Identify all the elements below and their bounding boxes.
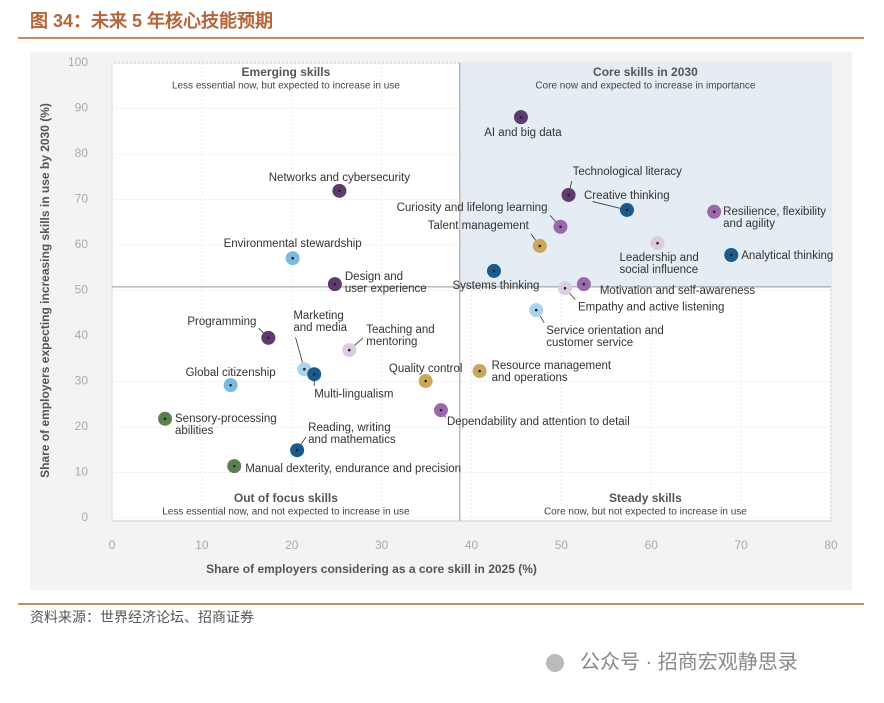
quadrant-subtitle: Core now and expected to increase in imp…	[535, 81, 756, 92]
point-label: Quality control	[389, 363, 463, 375]
point-center	[729, 253, 733, 257]
point-label: Systems thinking	[453, 280, 540, 292]
point-center	[229, 383, 232, 387]
y-tick-label: 60	[75, 237, 89, 251]
quadrant-subtitle: Core now, but not expected to increase i…	[544, 507, 747, 518]
point-label: Talent management	[428, 220, 530, 232]
point-center	[582, 282, 586, 286]
point-label: Resource management	[492, 360, 612, 372]
point-center	[656, 241, 659, 245]
figure-title: 图 34：未来 5 年核心技能预期	[30, 10, 273, 31]
x-tick-label: 0	[109, 538, 116, 552]
x-tick-label: 60	[645, 538, 659, 552]
point-center	[424, 379, 427, 383]
point-label: AI and big data	[484, 127, 562, 139]
point-label: social influence	[620, 264, 699, 276]
point-label: Networks and cybersecurity	[269, 172, 410, 184]
x-tick-label: 40	[465, 538, 479, 552]
point-label: Technological literacy	[573, 166, 683, 178]
point-center	[267, 336, 270, 340]
y-tick-label: 10	[75, 465, 89, 479]
point-center	[338, 189, 341, 193]
quadrant-title: Out of focus skills	[234, 491, 338, 505]
point-label: Service orientation and	[546, 325, 664, 337]
point-label: abilities	[175, 425, 214, 437]
y-tick-label: 30	[75, 374, 89, 388]
y-tick-label: 0	[81, 510, 88, 524]
point-label: user experience	[345, 283, 427, 295]
point-center	[232, 464, 236, 468]
point-label: Creative thinking	[584, 190, 670, 202]
point-center	[567, 193, 570, 197]
point-center	[563, 286, 567, 290]
point-center	[519, 115, 523, 119]
x-tick-label: 10	[195, 538, 209, 552]
core-quadrant	[459, 63, 831, 287]
y-tick-label: 20	[75, 419, 89, 433]
point-label: Teaching and	[366, 324, 434, 336]
point-label: and mathematics	[308, 434, 396, 446]
point-center	[163, 417, 167, 421]
x-tick-label: 70	[734, 538, 748, 552]
y-tick-label: 40	[75, 328, 89, 342]
point-label: Dependability and attention to detail	[447, 416, 630, 428]
point-label: Leadership and	[620, 252, 699, 264]
point-center	[538, 244, 542, 248]
point-label: Manual dexterity, endurance and precisio…	[245, 463, 461, 475]
y-tick-label: 90	[75, 101, 89, 115]
y-tick-label: 80	[75, 146, 89, 160]
x-tick-label: 50	[555, 538, 569, 552]
point-center	[478, 369, 481, 373]
point-center	[492, 269, 496, 273]
quadrant-title: Core skills in 2030	[593, 65, 698, 79]
point-label: mentoring	[366, 336, 417, 348]
x-tick-label: 80	[824, 538, 838, 552]
point-label: Motivation and self-awareness	[600, 285, 756, 297]
y-tick-label: 100	[68, 55, 88, 69]
point-label: and media	[293, 322, 347, 334]
point-center	[333, 282, 337, 286]
quadrant-title: Emerging skills	[242, 65, 331, 79]
point-label: Sensory-processing	[175, 413, 277, 425]
point-label: Curiosity and lifelong learning	[397, 202, 548, 214]
point-center	[439, 408, 443, 412]
point-center	[559, 225, 562, 229]
point-label: Empathy and active listening	[578, 301, 724, 313]
x-tick-label: 20	[285, 538, 299, 552]
point-label: Resilience, flexibility	[723, 206, 826, 218]
point-label: and agility	[723, 218, 775, 230]
point-label: Design and	[345, 271, 403, 283]
quadrant-subtitle: Less essential now, and not expected to …	[162, 507, 410, 518]
quadrant-title: Steady skills	[609, 491, 682, 505]
quadrant-subtitle: Less essential now, but expected to incr…	[172, 81, 400, 92]
point-center	[625, 208, 629, 212]
x-axis-title: Share of employers considering as a core…	[206, 562, 537, 576]
point-center	[534, 308, 538, 312]
point-center	[347, 348, 351, 352]
point-label: Programming	[187, 316, 256, 328]
point-label: Multi-lingualism	[314, 388, 393, 400]
point-label: customer service	[546, 337, 633, 349]
point-label: Global citizenship	[186, 367, 276, 379]
point-label: and operations	[492, 372, 568, 384]
point-center	[295, 448, 299, 452]
y-tick-label: 50	[75, 283, 89, 297]
point-center	[712, 210, 716, 214]
point-center	[291, 256, 294, 260]
x-tick-label: 30	[375, 538, 389, 552]
y-tick-label: 70	[75, 192, 89, 206]
source: 资料来源：世界经济论坛、招商证券	[30, 610, 254, 626]
point-label: Reading, writing	[308, 422, 390, 434]
wechat-icon	[546, 654, 564, 672]
point-label: Marketing	[293, 310, 344, 322]
point-label: Analytical thinking	[741, 250, 833, 262]
point-center	[303, 367, 306, 371]
point-center	[312, 372, 316, 376]
plot: 0 10 20 30 40 50 60 70 80 90 100 0 10 20 30 40 50 60 70 80 E…	[38, 55, 838, 576]
y-axis-title: Share of employers expecting increasing …	[38, 103, 52, 478]
watermark: 公众号 · 招商宏观静思录	[580, 650, 798, 673]
point-label: Environmental stewardship	[224, 238, 362, 250]
